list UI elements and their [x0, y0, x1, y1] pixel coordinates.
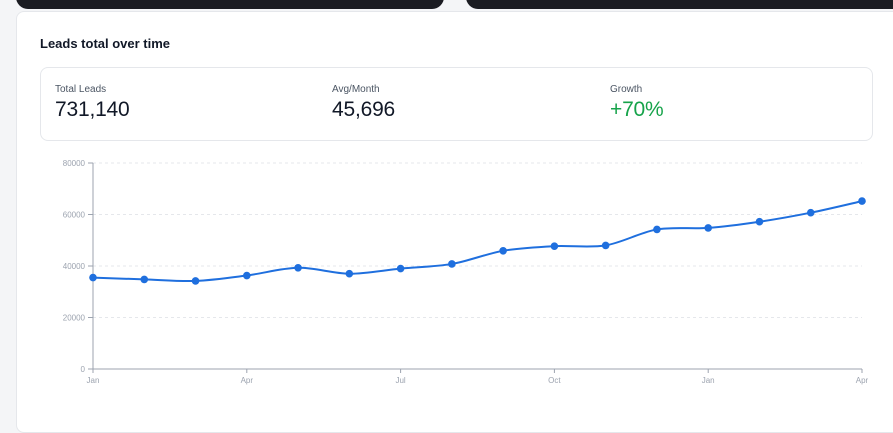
- y-tick-label: 40000: [63, 262, 86, 271]
- stat-label: Total Leads: [55, 84, 107, 95]
- data-point: [550, 242, 559, 250]
- data-point: [755, 217, 764, 226]
- data-point: [653, 225, 661, 234]
- stats-box: Total Leads 731,140 Avg/Month 45,696 Gro…: [40, 67, 873, 141]
- x-tick-label: Jan: [702, 376, 715, 385]
- stat-label: Growth: [610, 84, 643, 95]
- x-tick-label: Oct: [548, 376, 561, 385]
- stat-value: 731,140: [55, 98, 130, 121]
- data-point: [806, 208, 815, 217]
- data-point: [601, 241, 610, 250]
- data-point: [704, 224, 712, 232]
- y-tick-label: 20000: [63, 314, 86, 323]
- stat-value: 45,696: [332, 98, 396, 121]
- y-tick-label: 60000: [63, 211, 86, 220]
- data-point: [345, 269, 354, 278]
- stat-avg-month: Avg/Month 45,696: [332, 84, 395, 122]
- stat-value: +70%: [610, 98, 664, 121]
- data-point: [89, 273, 97, 282]
- data-point: [448, 260, 456, 268]
- data-point: [396, 264, 405, 273]
- data-point: [191, 277, 200, 285]
- series-line: [92, 200, 863, 283]
- stat-growth: Growth +70%: [610, 84, 664, 122]
- y-tick-label: 80000: [63, 159, 86, 168]
- x-tick-label: Apr: [856, 376, 869, 385]
- data-point: [294, 264, 302, 272]
- stat-label: Avg/Month: [332, 84, 380, 95]
- x-tick-label: Apr: [241, 376, 254, 385]
- y-tick-label: 0: [81, 365, 86, 374]
- x-tick-label: Jul: [395, 376, 405, 385]
- data-point: [858, 197, 866, 205]
- panel-title: Leads total over time: [40, 36, 171, 51]
- leads-line-chart: 0 20000 40000 60000 80000 Jan Apr Jul Oct Jan Apr: [63, 159, 869, 385]
- top-card-right: [466, 0, 893, 9]
- data-point: [243, 271, 251, 280]
- leads-panel: Leads total over time Total Leads 731,14…: [16, 11, 893, 433]
- data-point: [499, 247, 507, 255]
- data-point: [140, 275, 149, 284]
- top-card-left: [16, 0, 444, 9]
- x-tick-label: Jan: [87, 376, 100, 385]
- stat-total-leads: Total Leads 731,140: [55, 84, 130, 122]
